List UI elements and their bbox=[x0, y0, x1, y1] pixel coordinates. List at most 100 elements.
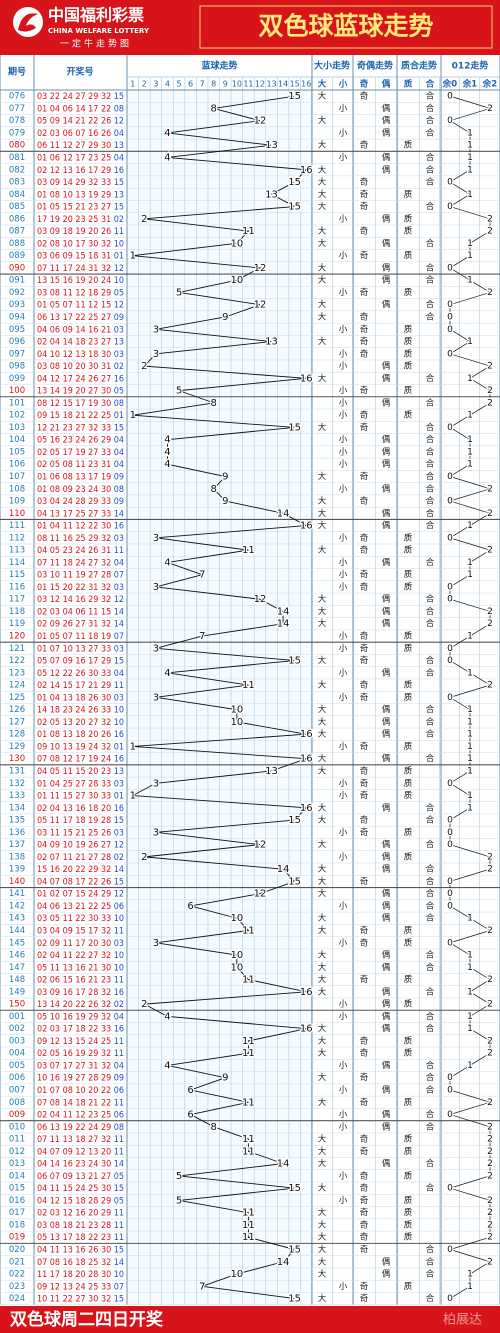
red-balls: 02 09 26 27 31 32 bbox=[37, 619, 111, 629]
blue-ball: 10 bbox=[114, 1270, 124, 1280]
blue-ball: 10 bbox=[114, 951, 124, 961]
period: 018 bbox=[9, 1220, 25, 1230]
mod-point: 0 bbox=[447, 644, 453, 654]
draw-numbers: 02 05 13 20 27 32 10 bbox=[37, 717, 124, 727]
blue-ball: 13 bbox=[114, 141, 124, 151]
mod-point: 0 bbox=[447, 202, 453, 212]
size-value: 大 bbox=[318, 471, 327, 482]
red-balls: 05 10 16 19 29 32 bbox=[37, 1012, 111, 1022]
parity-value: 偶 bbox=[382, 900, 391, 911]
parity-value: 偶 bbox=[382, 1109, 391, 1120]
parity-value: 偶 bbox=[382, 618, 391, 629]
blue-ball: 10 bbox=[114, 914, 124, 924]
size-value: 大 bbox=[318, 594, 327, 605]
prime-value: 合 bbox=[426, 1085, 435, 1096]
prime-value: 合 bbox=[426, 373, 435, 384]
period: 130 bbox=[9, 754, 25, 764]
trend-point: 12 bbox=[254, 263, 267, 274]
parity-value: 偶 bbox=[382, 667, 391, 678]
blue-ball: 05 bbox=[114, 386, 124, 396]
size-value: 小 bbox=[339, 1195, 348, 1206]
trend-point: 2 bbox=[141, 852, 147, 863]
period: 125 bbox=[9, 693, 25, 703]
period: 105 bbox=[9, 447, 25, 457]
size-value: 大 bbox=[318, 177, 327, 188]
red-balls: 01 05 07 11 12 15 bbox=[37, 300, 111, 310]
size-value: 小 bbox=[339, 103, 348, 114]
watermark: 柏展达 bbox=[443, 1313, 482, 1328]
prime-value: 合 bbox=[426, 962, 435, 973]
red-balls: 03 04 09 15 17 32 bbox=[37, 926, 111, 936]
red-balls: 04 10 12 13 18 30 bbox=[37, 349, 111, 359]
parity-value: 奇 bbox=[360, 1072, 369, 1083]
mod-point: 0 bbox=[447, 889, 453, 899]
draw-numbers: 02 05 08 11 23 31 04 bbox=[37, 460, 124, 470]
trend-point: 15 bbox=[288, 1183, 301, 1194]
mod-point: 1 bbox=[467, 987, 473, 997]
size-value: 大 bbox=[318, 336, 327, 347]
red-balls: 02 06 15 16 21 23 bbox=[37, 975, 111, 985]
trend-point: 16 bbox=[300, 803, 313, 814]
trend-point: 8 bbox=[211, 398, 217, 409]
blue-ball: 11 bbox=[114, 227, 124, 237]
mod-point: 1 bbox=[467, 914, 473, 924]
red-balls: 07 08 12 17 19 24 bbox=[37, 754, 111, 764]
trend-point: 3 bbox=[153, 349, 159, 360]
period: 008 bbox=[9, 1098, 25, 1108]
mod-point: 1 bbox=[467, 165, 473, 175]
mod-point: 1 bbox=[467, 190, 473, 200]
blue-ball: 14 bbox=[114, 607, 124, 617]
trend-point: 8 bbox=[211, 484, 217, 495]
parity-value: 偶 bbox=[382, 962, 391, 973]
size-value: 大 bbox=[318, 753, 327, 764]
prime-value: 合 bbox=[426, 520, 435, 531]
trend-point: 11 bbox=[242, 925, 255, 936]
draw-numbers: 05 12 22 26 30 33 04 bbox=[37, 668, 124, 678]
parity-value: 奇 bbox=[360, 937, 369, 948]
blue-ball: 09 bbox=[114, 472, 124, 482]
prime-value: 合 bbox=[426, 1109, 435, 1120]
trend-point: 11 bbox=[242, 1232, 255, 1243]
trend-axis-label: 10 bbox=[232, 80, 242, 89]
size-value: 小 bbox=[339, 459, 348, 470]
size-value: 小 bbox=[339, 631, 348, 642]
draw-numbers: 04 07 08 17 22 26 15 bbox=[37, 877, 124, 887]
size-value: 大 bbox=[318, 311, 327, 322]
red-balls: 01 05 07 11 18 19 bbox=[37, 632, 111, 642]
mod-point: 1 bbox=[467, 337, 473, 347]
prime-value: 合 bbox=[426, 716, 435, 727]
trend-point: 4 bbox=[164, 152, 170, 163]
draw-numbers: 05 11 13 16 21 30 10 bbox=[37, 963, 124, 973]
mod-point: 0 bbox=[447, 300, 453, 310]
trend-point: 10 bbox=[230, 275, 243, 286]
parity-value: 奇 bbox=[360, 496, 369, 507]
period: 143 bbox=[9, 914, 25, 924]
size-value: 小 bbox=[339, 1109, 348, 1120]
parity-value: 奇 bbox=[360, 1035, 369, 1046]
red-balls: 02 04 13 16 18 20 bbox=[37, 803, 111, 813]
size-value: 大 bbox=[318, 729, 327, 740]
mod-point: 1 bbox=[467, 411, 473, 421]
red-balls: 03 09 14 29 32 33 bbox=[37, 178, 111, 188]
period: 144 bbox=[9, 926, 25, 936]
parity-value: 偶 bbox=[382, 1060, 391, 1071]
parity-value: 偶 bbox=[382, 213, 391, 224]
blue-ball: 06 bbox=[114, 1110, 124, 1120]
parity-value: 偶 bbox=[382, 704, 391, 715]
trend-axis-label: 8 bbox=[211, 80, 216, 89]
prime-value: 质 bbox=[404, 581, 413, 592]
draw-numbers: 02 03 17 18 22 33 16 bbox=[37, 1024, 124, 1034]
trend-point: 1 bbox=[130, 791, 136, 802]
period: 116 bbox=[9, 582, 25, 592]
parity-value: 偶 bbox=[382, 1023, 391, 1034]
draw-numbers: 02 09 26 27 31 32 14 bbox=[37, 619, 124, 629]
blue-ball: 04 bbox=[114, 435, 124, 445]
size-value: 小 bbox=[339, 213, 348, 224]
size-value: 大 bbox=[318, 545, 327, 556]
mod-point: 1 bbox=[467, 705, 473, 715]
size-value: 小 bbox=[339, 348, 348, 359]
blue-ball: 02 bbox=[114, 362, 124, 372]
parity-value: 奇 bbox=[360, 545, 369, 556]
blue-ball: 11 bbox=[114, 1220, 124, 1230]
